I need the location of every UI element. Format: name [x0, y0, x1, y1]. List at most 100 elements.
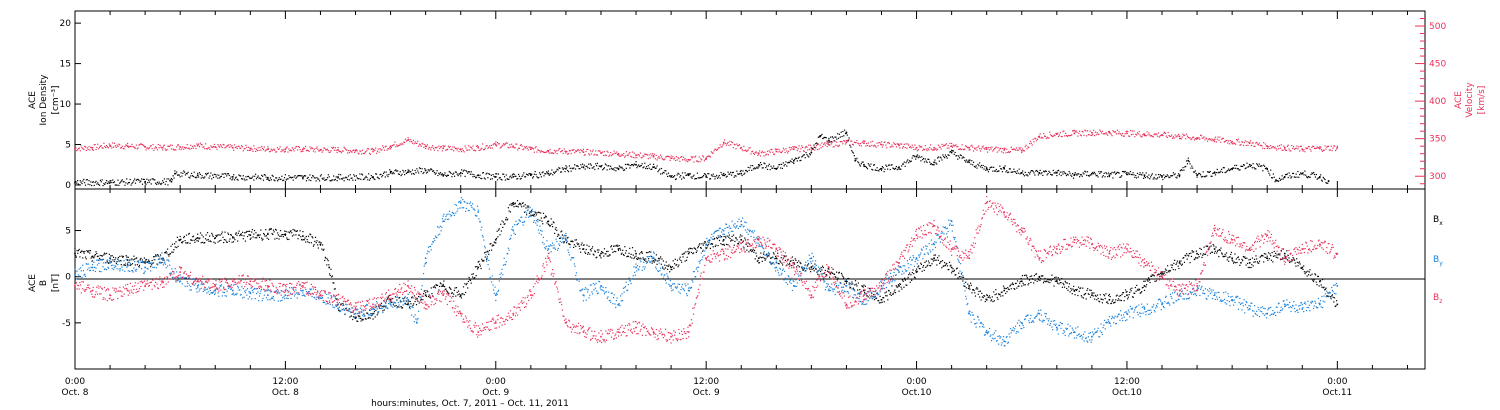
velocity-sample [898, 143, 900, 145]
density-sample [98, 184, 101, 186]
velocity-sample [453, 150, 455, 152]
velocity-point [950, 145, 953, 147]
bx-sample [252, 236, 254, 238]
bx-sample [303, 239, 305, 241]
density-sample [166, 178, 168, 180]
bx-sample [693, 247, 695, 249]
density-sample [1307, 176, 1310, 178]
velocity-sample [531, 147, 534, 149]
bx-sample [725, 243, 728, 246]
bx-sample [600, 257, 602, 259]
velocity-sample [484, 147, 486, 149]
bx-sample [866, 295, 868, 297]
velocity-sample [204, 147, 206, 150]
bx-sample [661, 258, 663, 260]
density-sample [209, 175, 211, 177]
velocity-sample [710, 151, 713, 153]
density-sample [642, 167, 644, 169]
bx-point [1231, 257, 1233, 260]
velocity-sample [463, 151, 465, 153]
bx-sample [1033, 282, 1035, 284]
density-sample [1145, 172, 1147, 174]
velocity-sample [1198, 137, 1200, 139]
velocity-sample [1178, 133, 1180, 136]
bx-sample [570, 240, 573, 243]
density-sample [1276, 180, 1278, 182]
velocity-sample [162, 145, 165, 147]
velocity-sample [876, 142, 878, 144]
density-sample [215, 176, 217, 178]
bx-sample [387, 297, 389, 299]
velocity-sample [98, 148, 100, 150]
density-sample [1052, 169, 1054, 172]
density-sample [967, 160, 969, 162]
bx-sample [1195, 256, 1197, 259]
density-sample [928, 158, 930, 161]
velocity-sample [261, 147, 264, 149]
velocity-sample [1088, 134, 1090, 136]
bx-sample [733, 244, 735, 246]
velocity-sample [481, 147, 483, 149]
bx-sample [1188, 252, 1190, 255]
density-sample [576, 165, 578, 167]
velocity-point [459, 148, 462, 150]
density-sample [418, 167, 421, 169]
bx-sample [1039, 279, 1041, 282]
density-sample [1266, 168, 1268, 171]
bx-sample [359, 317, 362, 319]
density-sample [639, 165, 642, 167]
density-sample [854, 158, 856, 160]
velocity-sample [175, 149, 177, 151]
density-sample [637, 165, 639, 167]
bx-sample [882, 297, 884, 299]
bx-sample [785, 255, 787, 257]
velocity-sample [960, 149, 962, 151]
bx-sample [713, 237, 716, 240]
density-sample [154, 179, 156, 181]
density-sample [971, 160, 973, 162]
density-sample [1022, 170, 1024, 172]
density-sample [152, 178, 154, 180]
bx-sample [1137, 288, 1139, 290]
density-sample [501, 179, 503, 181]
bx-sample [765, 253, 768, 255]
density-sample [439, 173, 441, 175]
density-sample [105, 180, 108, 182]
velocity-sample [361, 149, 364, 151]
velocity-sample [474, 149, 476, 151]
velocity-sample [453, 146, 456, 148]
velocity-sample [1096, 132, 1098, 134]
density-sample [127, 182, 130, 184]
bx-sample [246, 235, 249, 238]
bx-sample [655, 254, 657, 256]
density-sample [406, 171, 408, 174]
density-sample [978, 165, 980, 167]
velocity-sample [404, 138, 407, 140]
density-sample [650, 168, 652, 171]
density-sample [666, 173, 668, 175]
bx-sample [1117, 299, 1119, 302]
velocity-point [1143, 133, 1146, 135]
density-sample [1286, 173, 1288, 175]
velocity-sample [468, 149, 471, 151]
bx-sample [704, 241, 707, 243]
bx-sample [456, 291, 458, 293]
bx-sample [146, 261, 148, 264]
bx-sample [856, 285, 858, 287]
bx-sample [219, 234, 221, 236]
bx-sample [188, 232, 190, 235]
velocity-sample [246, 146, 248, 148]
bx-sample [415, 304, 418, 306]
density-sample [306, 177, 308, 179]
density-sample [225, 173, 227, 175]
bx-point [1091, 294, 1093, 296]
velocity-sample [274, 149, 276, 151]
bx-sample [454, 287, 456, 289]
bx-sample [770, 257, 772, 259]
bx-sample [373, 311, 376, 313]
bx-sample [845, 282, 848, 284]
density-sample [87, 183, 89, 185]
velocity-sample [742, 150, 744, 152]
velocity-sample [651, 155, 653, 157]
